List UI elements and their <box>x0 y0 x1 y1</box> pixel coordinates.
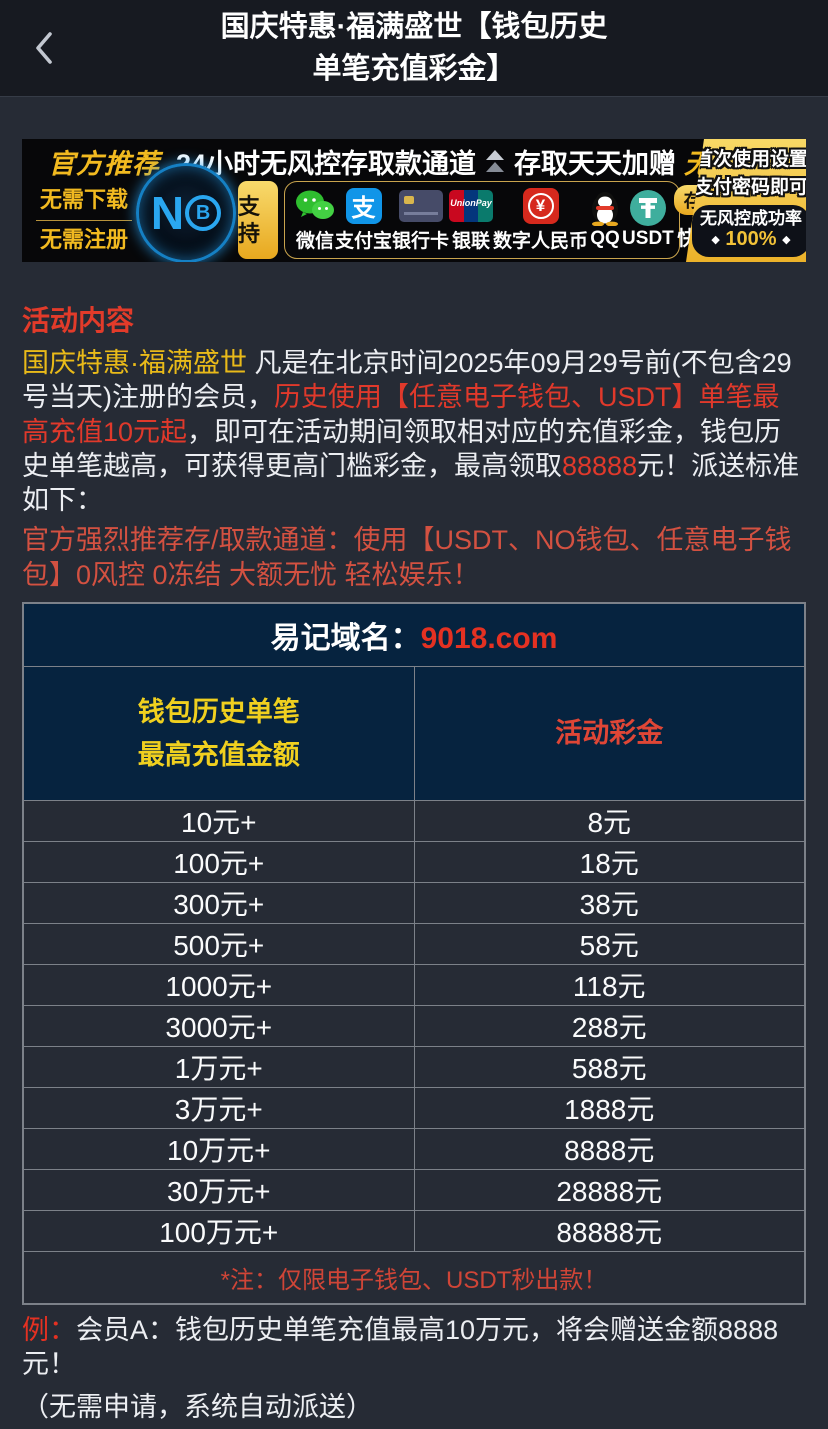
method-wechat: 微信 <box>295 188 335 253</box>
sparkle-icon: ◆ <box>711 234 720 247</box>
promo-name: 国庆特惠·福满盛世 <box>22 348 247 378</box>
column-header-row: 钱包历史单笔 最高充值金额 活动彩金 <box>22 666 806 802</box>
first-use-line2: 支付密码即可 <box>694 176 806 198</box>
unionpay-icon: UnionPay <box>449 188 494 224</box>
alipay-icon: 支 <box>345 187 382 224</box>
no-register-label: 无需注册 <box>39 226 128 252</box>
bonus-table-row: 3000元+ 288元 <box>22 1005 806 1048</box>
domain-row: 易记域名：9018.com <box>22 602 806 668</box>
bank-card-icon <box>398 188 443 224</box>
bonus-table-row: 10元+ 8元 <box>22 800 806 843</box>
activity-paragraph: 国庆特惠·福满盛世 凡是在北京时间2025年09月29号前(不包含29号当天)注… <box>22 348 800 516</box>
no-requirements-block: 无需下载 无需注册 <box>32 186 136 254</box>
banner-bottom-row: 无需下载 无需注册 N B 支持 <box>22 163 789 262</box>
deposit-amount-cell: 10元+ <box>22 800 415 843</box>
digital-rmb-icon: ¥ <box>522 187 559 224</box>
bonus-amount-cell: 588元 <box>413 1046 806 1089</box>
payment-methods-strip: 微信 支 支付宝 银行卡 UnionPay 银联 <box>284 181 789 259</box>
bonus-amount-cell: 118元 <box>413 964 806 1007</box>
bonus-table-row: 10万元+ 8888元 <box>22 1128 806 1171</box>
deposit-amount-cell: 500元+ <box>22 923 415 966</box>
no-logo-letter: N <box>150 187 185 239</box>
deposit-amount-cell: 100万元+ <box>22 1210 415 1253</box>
bonus-table-row: 3万元+ 1888元 <box>22 1087 806 1130</box>
no-wallet-logo: N B <box>136 163 236 262</box>
method-bank-card: 银行卡 <box>392 188 449 253</box>
deposit-amount-cell: 30万元+ <box>22 1169 415 1212</box>
domain-value: 9018.com <box>420 622 558 656</box>
recommend-channel-paragraph: 官方强烈推荐存/取款通道：使用【USDT、NO钱包、任意电子钱包】0风控 0冻结… <box>22 525 792 590</box>
qq-icon <box>588 190 622 226</box>
bonus-amount-cell: 58元 <box>413 923 806 966</box>
deposit-amount-cell: 1万元+ <box>22 1046 415 1089</box>
column-header-deposit: 钱包历史单笔 最高充值金额 <box>22 666 415 802</box>
bonus-table-row: 500元+ 58元 <box>22 923 806 966</box>
bonus-table-row: 100万元+ 88888元 <box>22 1210 806 1253</box>
support-label: 支持 <box>238 181 278 259</box>
usdt-icon <box>629 190 666 226</box>
bonus-amount-cell: 28888元 <box>413 1169 806 1212</box>
first-use-line1: 首次使用设置 <box>694 148 806 170</box>
page-title-line2: 单笔充值彩金】 <box>312 53 516 85</box>
success-rate-pill: 无风控成功率 ◆ 100% ◆ <box>692 204 806 258</box>
table-note: *注：仅限电子钱包、USDT秒出款！ <box>22 1251 806 1305</box>
bonus-amount-cell: 18元 <box>413 841 806 884</box>
bonus-amount-cell: 88888元 <box>413 1210 806 1253</box>
bonus-table-row: 1000元+ 118元 <box>22 964 806 1007</box>
banner-headline: 24小时无风控存取款通道 <box>176 148 477 179</box>
double-up-arrow-icon <box>486 150 505 172</box>
deposit-amount-cell: 3万元+ <box>22 1087 415 1130</box>
example-paragraph: 例：会员A：钱包历史单笔充值最高10万元，将会赠送金额8888元！ <box>22 1314 779 1380</box>
column-header-bonus: 活动彩金 <box>413 666 806 802</box>
divider <box>36 219 132 221</box>
app-header: 国庆特惠·福满盛世【钱包历史 单笔充值彩金】 <box>0 0 828 97</box>
bonus-amount-cell: 38元 <box>413 882 806 925</box>
success-rate-label: 无风控成功率 <box>700 208 802 228</box>
deposit-amount-cell: 10万元+ <box>22 1128 415 1171</box>
example-label: 例： <box>22 1314 76 1345</box>
bonus-amount-cell: 288元 <box>413 1005 806 1048</box>
page-title: 国庆特惠·福满盛世【钱包历史 单笔充值彩金】 <box>221 6 608 90</box>
method-unionpay: UnionPay 银联 <box>449 188 494 253</box>
table-note-row: *注：仅限电子钱包、USDT秒出款！ <box>22 1251 806 1305</box>
banner-daily-bonus: 存取天天加赠 <box>514 148 677 179</box>
chevron-left-icon <box>36 32 52 64</box>
no-download-label: 无需下载 <box>39 186 128 212</box>
method-digital-rmb: ¥ 数字人民币 <box>493 187 588 253</box>
bonus-table-row: 100元+ 18元 <box>22 841 806 884</box>
deposit-amount-cell: 300元+ <box>22 882 415 925</box>
promo-banner[interactable]: 官方推荐 24小时无风控存取款通道 存取天天加赠 无上限 无需下载 无需注册 N… <box>22 139 806 262</box>
bitcoin-coin-icon: B <box>185 195 222 231</box>
official-recommend-label: 官方推荐 <box>48 148 160 179</box>
banner-main: 官方推荐 24小时无风控存取款通道 存取天天加赠 无上限 无需下载 无需注册 N… <box>22 139 789 262</box>
bonus-table-row: 30万元+ 28888元 <box>22 1169 806 1212</box>
bonus-amount-cell: 8888元 <box>413 1128 806 1171</box>
page-title-line1: 国庆特惠·福满盛世【钱包历史 <box>220 10 608 43</box>
back-button[interactable] <box>20 24 68 72</box>
deposit-amount-cell: 100元+ <box>22 841 415 884</box>
bonus-table-row: 300元+ 38元 <box>22 882 806 925</box>
max-bonus-amount: 88888 <box>562 450 638 481</box>
bonus-amount-cell: 8元 <box>413 800 806 843</box>
page-content: 活动内容 国庆特惠·福满盛世 凡是在北京时间2025年09月29号前(不包含29… <box>0 299 828 1429</box>
sparkle-icon: ◆ <box>782 234 791 247</box>
deposit-amount-cell: 1000元+ <box>22 964 415 1007</box>
activity-section-title: 活动内容 <box>22 305 135 336</box>
example-note: （无需申请，系统自动派送） <box>22 1391 373 1422</box>
success-rate-value: ◆ 100% ◆ <box>711 228 791 251</box>
bonus-table: 易记域名：9018.com 钱包历史单笔 最高充值金额 活动彩金 10元+ 8元 1… <box>22 601 806 1305</box>
bonus-table-row: 1万元+ 588元 <box>22 1046 806 1089</box>
domain-label: 易记域名： <box>270 622 421 656</box>
bonus-amount-cell: 1888元 <box>413 1087 806 1130</box>
method-usdt: USDT <box>622 190 674 250</box>
banner-right-panel: 首次使用设置 支付密码即可 无风控成功率 ◆ 100% ◆ <box>686 139 806 262</box>
wechat-icon <box>295 188 335 224</box>
method-alipay: 支 支付宝 <box>335 187 392 253</box>
deposit-amount-cell: 3000元+ <box>22 1005 415 1048</box>
method-qq: QQ <box>588 190 622 250</box>
bonus-table-body: 10元+ 8元 100元+ 18元 300元+ 38元 500元+ 58元 1000元+ 118元… <box>22 800 806 1253</box>
banner-top-row: 官方推荐 24小时无风控存取款通道 存取天天加赠 无上限 <box>22 139 765 179</box>
